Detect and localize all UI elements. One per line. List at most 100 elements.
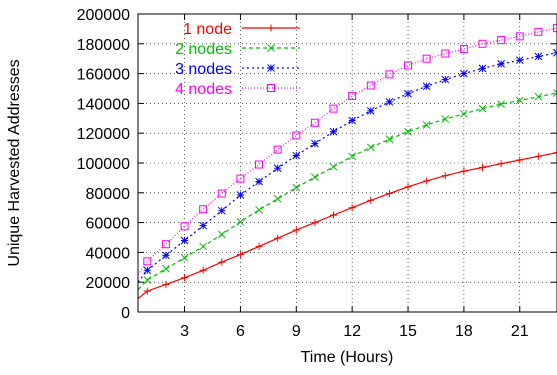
data-point bbox=[515, 56, 524, 65]
y-axis-label: Unique Harvested Addresses bbox=[6, 59, 23, 266]
y-tick-label: 160000 bbox=[77, 67, 130, 84]
data-point bbox=[236, 218, 245, 226]
data-point bbox=[534, 152, 542, 160]
data-point bbox=[497, 160, 505, 168]
x-tick-label: 18 bbox=[455, 323, 473, 340]
plot-frame bbox=[137, 13, 557, 313]
data-point bbox=[441, 49, 450, 58]
legend-label: 3 nodes bbox=[175, 61, 232, 78]
y-tick-label: 80000 bbox=[86, 186, 131, 203]
data-point bbox=[199, 205, 208, 214]
data-point bbox=[422, 54, 431, 63]
data-point bbox=[143, 276, 152, 284]
data-point bbox=[404, 89, 412, 98]
data-point bbox=[367, 196, 375, 204]
data-point bbox=[478, 39, 487, 48]
data-point bbox=[441, 75, 450, 84]
y-tick-label: 120000 bbox=[77, 126, 130, 143]
data-point bbox=[292, 151, 301, 160]
series-line-1 bbox=[137, 152, 557, 300]
data-point bbox=[217, 206, 226, 215]
data-point bbox=[422, 121, 431, 129]
y-tick-label: 20000 bbox=[86, 275, 131, 292]
data-point bbox=[497, 60, 505, 68]
data-point bbox=[516, 156, 524, 164]
data-point bbox=[273, 145, 282, 154]
data-point bbox=[255, 206, 263, 214]
legend-label: 1 node bbox=[183, 21, 232, 38]
legend-label: 4 nodes bbox=[175, 81, 232, 98]
data-point bbox=[273, 194, 282, 203]
data-point bbox=[553, 24, 557, 33]
data-point bbox=[292, 131, 301, 140]
data-point bbox=[423, 177, 431, 185]
data-point bbox=[162, 264, 170, 273]
data-point bbox=[515, 32, 524, 41]
legend-label: 2 nodes bbox=[175, 41, 232, 58]
data-point bbox=[459, 45, 468, 54]
data-point bbox=[273, 164, 282, 173]
data-point bbox=[218, 258, 226, 266]
data-point bbox=[329, 162, 338, 171]
data-point bbox=[180, 236, 189, 245]
data-point bbox=[534, 92, 543, 101]
data-point bbox=[553, 48, 557, 57]
y-tick-label: 0 bbox=[121, 305, 130, 322]
data-point bbox=[348, 204, 356, 212]
data-point bbox=[236, 251, 244, 259]
x-tick-label: 3 bbox=[180, 323, 189, 340]
data-point bbox=[199, 266, 207, 274]
data-point bbox=[366, 106, 375, 115]
data-point bbox=[199, 221, 208, 230]
x-tick-label: 6 bbox=[236, 323, 245, 340]
data-point bbox=[534, 27, 543, 36]
data-point bbox=[310, 118, 319, 127]
data-point bbox=[181, 274, 189, 282]
y-tick-label: 100000 bbox=[77, 156, 130, 173]
data-point bbox=[553, 89, 557, 97]
series-lines bbox=[137, 27, 557, 300]
data-point bbox=[385, 190, 393, 198]
data-point bbox=[478, 64, 487, 73]
data-point bbox=[217, 230, 226, 239]
data-point bbox=[162, 251, 170, 260]
data-point bbox=[497, 100, 505, 108]
legend: 1 node 2 nodes 3 nodes 4 nodes bbox=[175, 21, 300, 98]
y-tick-label: 60000 bbox=[86, 216, 131, 233]
data-point bbox=[329, 127, 338, 136]
data-point bbox=[404, 127, 412, 136]
data-point bbox=[162, 280, 170, 288]
data-point bbox=[255, 160, 264, 169]
data-point bbox=[479, 163, 487, 171]
data-point bbox=[422, 82, 431, 91]
data-point bbox=[348, 116, 357, 125]
data-point bbox=[143, 287, 151, 295]
data-point bbox=[255, 177, 263, 186]
data-point bbox=[404, 61, 413, 70]
data-point bbox=[441, 172, 449, 180]
data-point bbox=[143, 266, 152, 275]
x-tick-label: 15 bbox=[399, 323, 417, 340]
data-point bbox=[311, 219, 319, 227]
data-point bbox=[161, 240, 170, 249]
data-point bbox=[274, 234, 282, 242]
x-tick-label: 12 bbox=[343, 323, 361, 340]
data-point bbox=[143, 257, 152, 266]
data-point bbox=[366, 81, 375, 90]
data-point bbox=[180, 222, 189, 231]
x-axis: 3 6 9 12 15 18 21 bbox=[180, 14, 529, 340]
data-point bbox=[497, 36, 506, 45]
data-point bbox=[311, 173, 319, 182]
x-tick-label: 21 bbox=[511, 323, 529, 340]
data-point bbox=[515, 96, 524, 105]
y-tick-label: 180000 bbox=[77, 37, 130, 54]
data-point bbox=[329, 104, 338, 113]
data-point bbox=[330, 211, 338, 219]
data-point bbox=[460, 167, 468, 175]
data-point bbox=[180, 253, 189, 262]
data-point bbox=[217, 189, 226, 198]
data-point bbox=[348, 152, 357, 161]
legend-marker bbox=[267, 64, 275, 72]
x-tick-label: 9 bbox=[292, 323, 301, 340]
y-axis: 0 20000 40000 60000 80000 100000 120000 140000 1… bbox=[77, 7, 557, 322]
